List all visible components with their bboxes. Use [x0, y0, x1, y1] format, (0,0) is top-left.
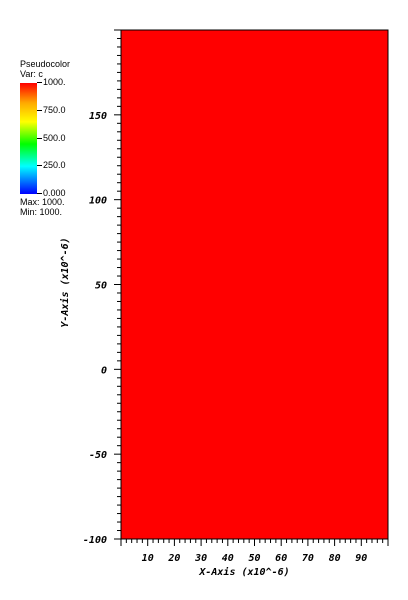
- legend-min: Min: 1000.: [20, 207, 62, 217]
- y-tick-label: -50: [89, 450, 107, 461]
- y-tick-label: 150: [89, 111, 107, 122]
- x-tick-label: 30: [194, 553, 207, 564]
- legend: Pseudocolor Var: c: [20, 59, 70, 79]
- x-tick-label: 40: [222, 553, 234, 564]
- colorbar-tick-label: 250.0: [37, 160, 66, 170]
- x-tick-label: 90: [355, 553, 367, 564]
- x-axis-title: X-Axis (x10^-6): [198, 566, 289, 578]
- x-tick-label: 20: [167, 553, 180, 564]
- x-tick-label: 60: [275, 553, 287, 564]
- colorbar-tick-label: 750.0: [37, 105, 66, 115]
- x-tick-label: 80: [329, 553, 341, 564]
- legend-title: Pseudocolor: [20, 59, 70, 69]
- x-tick-label: 10: [142, 553, 154, 564]
- legend-max: Max: 1000.: [20, 197, 65, 207]
- colorbar-tick-label: 500.0: [37, 133, 66, 143]
- pseudocolor-field: [121, 30, 388, 539]
- y-axis-title: Y-Axis (x10^-6): [59, 237, 71, 327]
- legend-min-label: Min:: [20, 207, 37, 217]
- colorbar-tick-label: 1000.: [37, 77, 66, 87]
- colorbar: [20, 83, 37, 194]
- y-tick-label: 0: [101, 365, 107, 376]
- legend-max-value: 1000.: [42, 197, 65, 207]
- legend-min-value: 1000.: [40, 207, 63, 217]
- x-tick-label: 70: [302, 553, 314, 564]
- y-tick-label: 50: [95, 281, 107, 292]
- y-tick-label: -100: [83, 535, 107, 546]
- x-axis-ticks: 10 20 30 40 50 60 70 80 90: [121, 539, 388, 564]
- y-axis-ticks: -100 -50 0 50 100 150: [83, 30, 121, 546]
- y-tick-label: 100: [89, 196, 107, 207]
- legend-max-label: Max:: [20, 197, 40, 207]
- x-tick-label: 50: [248, 553, 260, 564]
